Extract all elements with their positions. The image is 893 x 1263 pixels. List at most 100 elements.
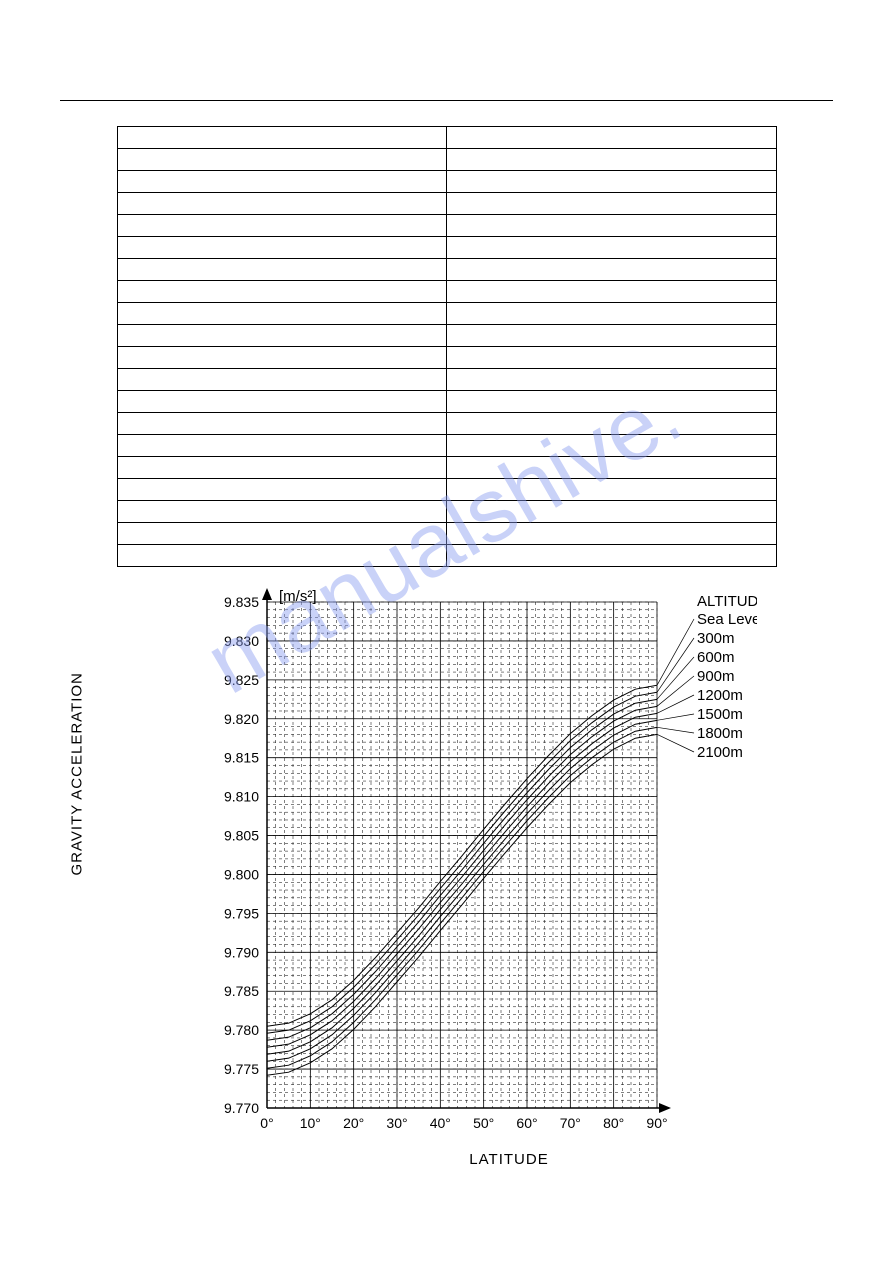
table-cell bbox=[447, 215, 777, 237]
legend-label: 1200m bbox=[697, 687, 743, 704]
table-row bbox=[117, 369, 776, 391]
y-tick-label: 9.780 bbox=[223, 1022, 258, 1038]
series-300m bbox=[267, 692, 657, 1033]
x-tick-label: 70° bbox=[559, 1115, 580, 1131]
table-cell bbox=[117, 369, 447, 391]
table-row bbox=[117, 259, 776, 281]
table-row bbox=[117, 413, 776, 435]
table-cell bbox=[447, 523, 777, 545]
table-cell bbox=[117, 347, 447, 369]
y-tick-label: 9.800 bbox=[223, 866, 258, 882]
table-cell bbox=[447, 171, 777, 193]
x-tick-label: 30° bbox=[386, 1115, 407, 1131]
table-row bbox=[117, 325, 776, 347]
legend-label: Sea Level bbox=[697, 611, 757, 628]
x-tick-label: 10° bbox=[299, 1115, 320, 1131]
table-cell bbox=[447, 435, 777, 457]
table-cell bbox=[117, 149, 447, 171]
y-tick-label: 9.775 bbox=[223, 1061, 258, 1077]
table-row bbox=[117, 457, 776, 479]
legend-label: 1500m bbox=[697, 706, 743, 723]
table-cell bbox=[117, 237, 447, 259]
table-row bbox=[117, 545, 776, 567]
table-row bbox=[117, 193, 776, 215]
y-tick-label: 9.830 bbox=[223, 633, 258, 649]
series-600m bbox=[267, 699, 657, 1040]
table-cell bbox=[447, 325, 777, 347]
chart-svg: 9.7709.7759.7809.7859.7909.7959.8009.805… bbox=[137, 587, 757, 1147]
table-row bbox=[117, 523, 776, 545]
y-tick-label: 9.820 bbox=[223, 711, 258, 727]
table-cell bbox=[447, 347, 777, 369]
table-cell bbox=[447, 369, 777, 391]
y-tick-label: 9.810 bbox=[223, 789, 258, 805]
data-table bbox=[117, 126, 777, 567]
x-tick-label: 40° bbox=[429, 1115, 450, 1131]
table-row bbox=[117, 127, 776, 149]
table-cell bbox=[117, 479, 447, 501]
x-tick-label: 20° bbox=[343, 1115, 364, 1131]
table-cell bbox=[117, 325, 447, 347]
table-cell bbox=[117, 193, 447, 215]
table-cell bbox=[117, 215, 447, 237]
series-sea-level bbox=[267, 685, 657, 1026]
table-cell bbox=[447, 479, 777, 501]
y-tick-label: 9.785 bbox=[223, 983, 258, 999]
x-tick-label: 80° bbox=[603, 1115, 624, 1131]
header-rule bbox=[60, 100, 833, 101]
table-cell bbox=[117, 391, 447, 413]
table-cell bbox=[447, 303, 777, 325]
x-tick-label: 90° bbox=[646, 1115, 667, 1131]
legend-label: 2100m bbox=[697, 744, 743, 761]
table-row bbox=[117, 149, 776, 171]
series-1200m bbox=[267, 713, 657, 1054]
x-tick-label: 50° bbox=[473, 1115, 494, 1131]
table-row bbox=[117, 171, 776, 193]
series-1500m bbox=[267, 720, 657, 1061]
table-row bbox=[117, 435, 776, 457]
table-row bbox=[117, 303, 776, 325]
table-cell bbox=[117, 127, 447, 149]
y-tick-label: 9.790 bbox=[223, 944, 258, 960]
y-tick-label: 9.805 bbox=[223, 828, 258, 844]
table-cell bbox=[117, 413, 447, 435]
table-row bbox=[117, 391, 776, 413]
table-cell bbox=[117, 259, 447, 281]
table-row bbox=[117, 215, 776, 237]
legend-label: 300m bbox=[697, 630, 735, 647]
table-row bbox=[117, 479, 776, 501]
table-cell bbox=[117, 457, 447, 479]
legend-title: ALTITUDE bbox=[697, 593, 757, 610]
table-cell bbox=[117, 171, 447, 193]
table-cell bbox=[447, 237, 777, 259]
legend-label: 900m bbox=[697, 668, 735, 685]
table-cell bbox=[447, 259, 777, 281]
table-cell bbox=[447, 457, 777, 479]
table-cell bbox=[447, 193, 777, 215]
legend-label: 1800m bbox=[697, 725, 743, 742]
y-axis-unit: [m/s²] bbox=[279, 588, 317, 605]
table-cell bbox=[447, 127, 777, 149]
y-tick-label: 9.825 bbox=[223, 672, 258, 688]
table-cell bbox=[447, 281, 777, 303]
x-tick-label: 0° bbox=[260, 1115, 273, 1131]
y-axis-label: GRAVITY ACCELERATION bbox=[68, 672, 85, 875]
x-tick-label: 60° bbox=[516, 1115, 537, 1131]
gravity-chart: GRAVITY ACCELERATION 9.7709.7759.7809.78… bbox=[97, 587, 797, 1168]
y-tick-label: 9.835 bbox=[223, 594, 258, 610]
table-cell bbox=[447, 413, 777, 435]
x-axis-label: LATITUDE bbox=[222, 1151, 797, 1168]
table-row bbox=[117, 237, 776, 259]
y-tick-label: 9.815 bbox=[223, 750, 258, 766]
table-row bbox=[117, 347, 776, 369]
table-cell bbox=[117, 281, 447, 303]
table-cell bbox=[117, 435, 447, 457]
table-cell bbox=[447, 149, 777, 171]
table-cell bbox=[117, 501, 447, 523]
y-tick-label: 9.770 bbox=[223, 1100, 258, 1116]
table-cell bbox=[117, 545, 447, 567]
table-cell bbox=[117, 523, 447, 545]
table-cell bbox=[447, 545, 777, 567]
legend-label: 600m bbox=[697, 649, 735, 666]
table-cell bbox=[117, 303, 447, 325]
